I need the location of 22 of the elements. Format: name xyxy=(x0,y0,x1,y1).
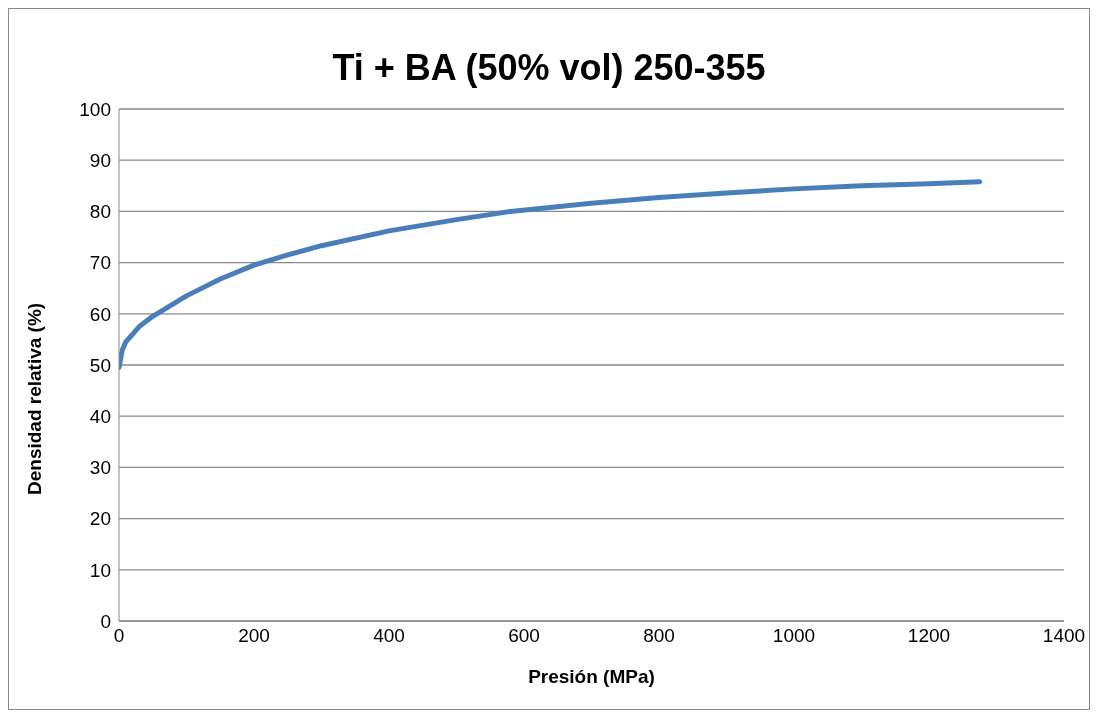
y-tick-label: 80 xyxy=(89,201,111,223)
x-axis-title: Presión (MPa) xyxy=(528,666,655,687)
x-tick-label: 800 xyxy=(643,625,675,647)
y-tick-label: 30 xyxy=(89,457,111,479)
y-tick-label: 10 xyxy=(89,559,111,581)
chart-title: Ti + BA (50% vol) 250-355 xyxy=(331,47,767,90)
x-tick-label: 1000 xyxy=(772,625,816,647)
y-tick-label: 40 xyxy=(89,405,111,427)
x-tick-label: 1400 xyxy=(1042,625,1086,647)
x-tick-label: 600 xyxy=(508,625,540,647)
y-tick-label: 70 xyxy=(89,252,111,274)
y-axis-title: Densidad relativa (%) xyxy=(23,302,45,495)
x-tick-label: 0 xyxy=(113,625,125,647)
y-tick-label: 100 xyxy=(79,98,111,120)
x-tick-label: 200 xyxy=(238,625,270,647)
x-tick-label: 1200 xyxy=(907,625,951,647)
y-tick-label: 60 xyxy=(89,303,111,325)
y-tick-label: 50 xyxy=(89,354,111,376)
y-tick-label: 20 xyxy=(89,508,111,530)
x-tick-label: 400 xyxy=(373,625,405,647)
y-tick-label: 90 xyxy=(89,149,111,171)
y-tick-label: 0 xyxy=(100,610,111,632)
